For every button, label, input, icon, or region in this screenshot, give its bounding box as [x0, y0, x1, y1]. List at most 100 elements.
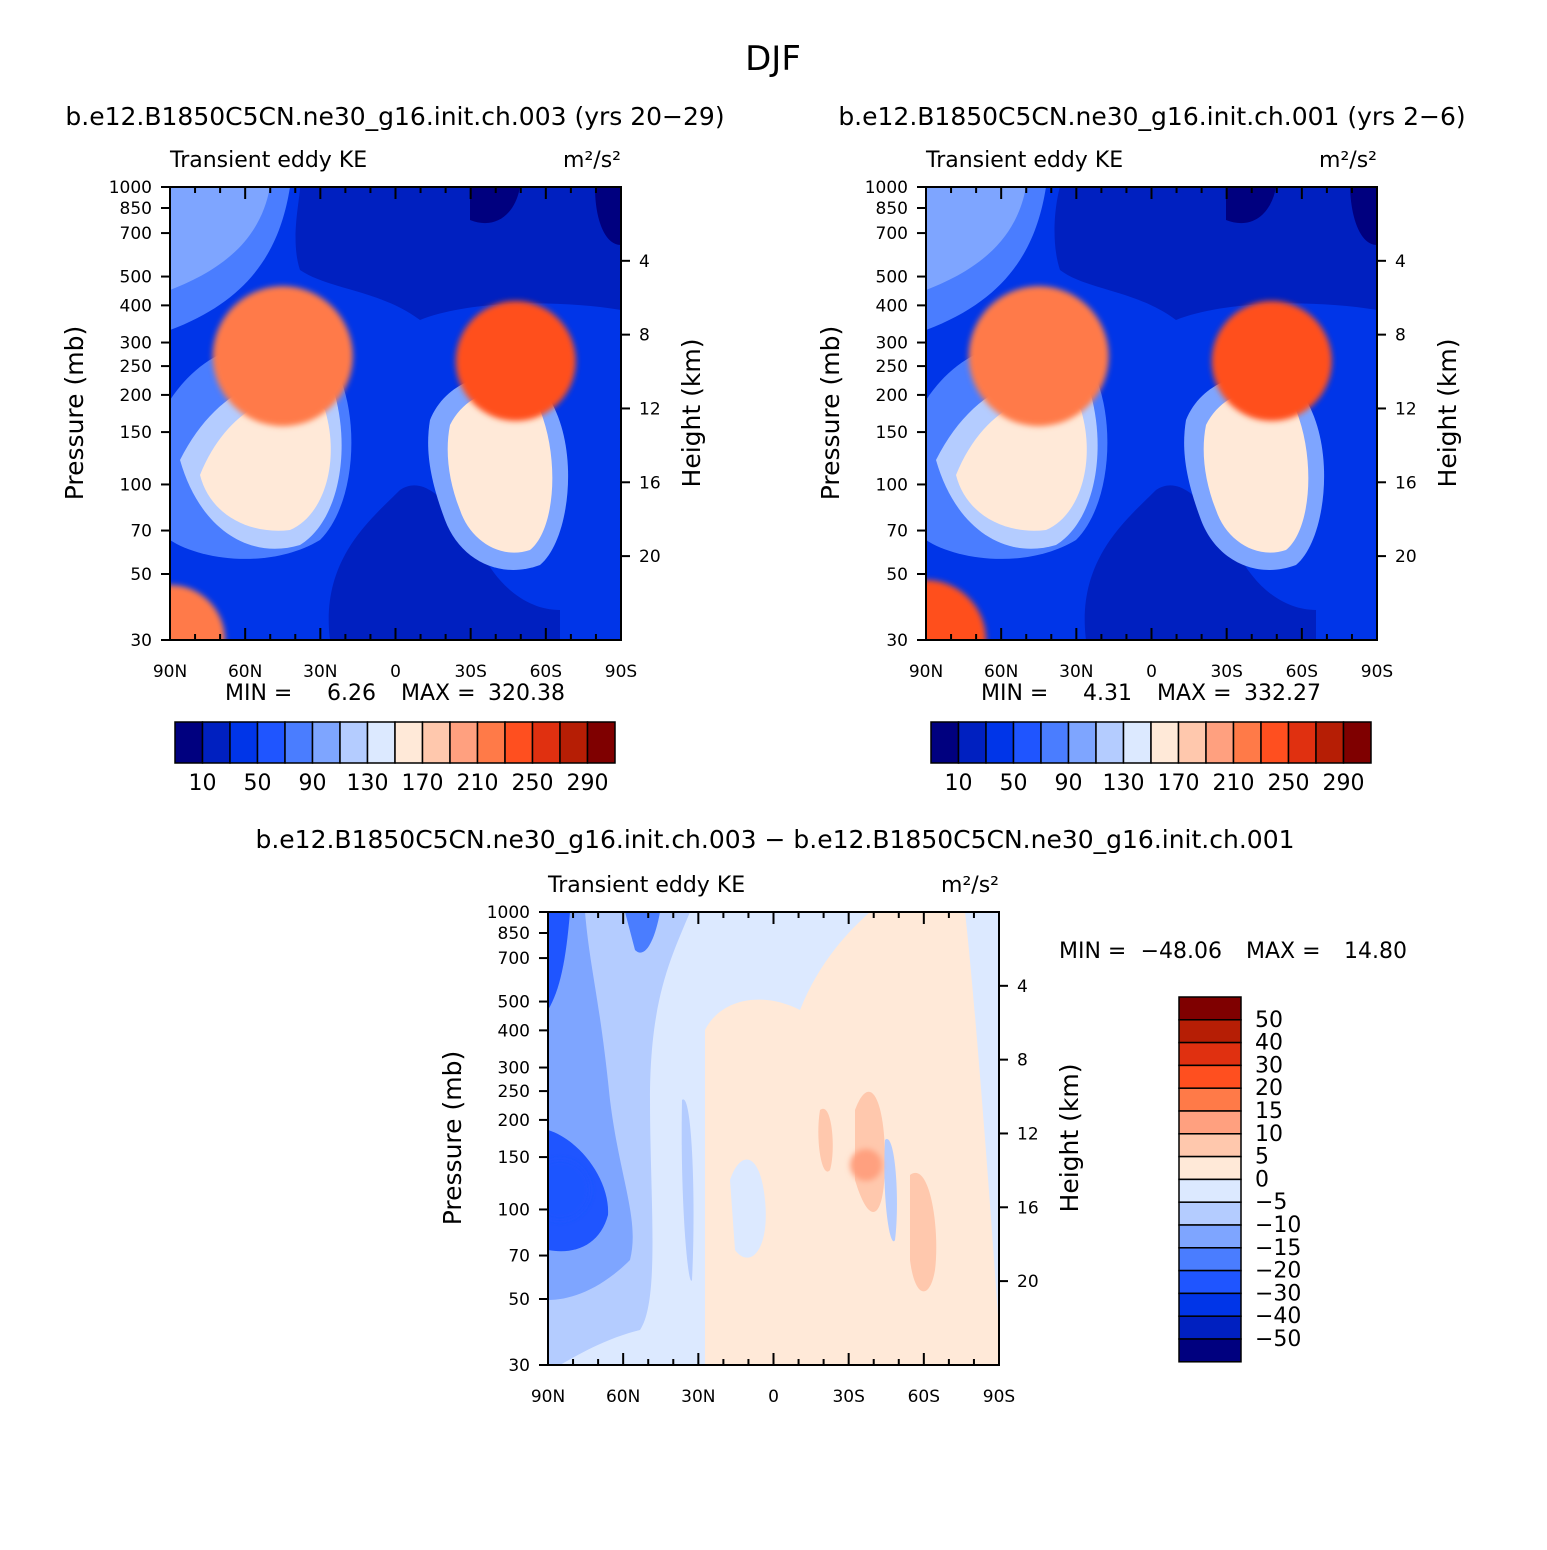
colorbar-swatch	[1178, 1110, 1242, 1135]
diff-min-core	[548, 1160, 590, 1220]
polar-max-core	[926, 580, 986, 640]
pressure-tick-label: 70	[508, 1247, 530, 1267]
colorbar-swatch	[1178, 1269, 1242, 1295]
pressure-tick-label: 100	[876, 475, 908, 495]
colorbar-swatch	[1205, 721, 1235, 764]
height-tick-label: 20	[1395, 547, 1417, 567]
contour-field	[170, 187, 621, 640]
colorbar-label: 210	[457, 771, 499, 796]
lat-tick-label: 90N	[153, 662, 187, 682]
figure-title: DJF	[745, 39, 801, 79]
panel-title: b.e12.B1850C5CN.ne30_g16.init.ch.003 − b…	[255, 825, 1294, 854]
band-negative-island	[730, 1159, 766, 1258]
colorbar-swatch	[1122, 721, 1152, 764]
pressure-tick-label: 250	[498, 1082, 530, 1102]
colorbar-label: 50	[1000, 771, 1028, 796]
height-axis: 4 8 12 16 20	[1377, 252, 1417, 567]
band-strat-dark	[1054, 187, 1377, 320]
pressure-tick-label: 850	[120, 199, 152, 219]
colorbar-swatch	[1178, 1064, 1242, 1089]
colorbar-label: 290	[1323, 771, 1365, 796]
colorbar-swatch	[1260, 721, 1290, 764]
pressure-tick-label: 200	[498, 1111, 530, 1131]
band-tropics-low	[328, 485, 560, 640]
colorbar-label: 0	[1255, 1167, 1269, 1192]
panel-ch003: b.e12.B1850C5CN.ne30_g16.init.ch.003 (yr…	[60, 102, 725, 796]
pos-blob-2	[910, 1172, 937, 1292]
pressure-tick-label: 150	[498, 1148, 530, 1168]
height-axis-label: Height (km)	[1055, 1064, 1084, 1213]
panel-subtitle-left: Transient eddy KE	[547, 873, 745, 898]
pressure-tick-label: 1000	[109, 178, 152, 198]
max-label: MAX =	[1157, 681, 1232, 706]
pressure-tick-label: 50	[130, 565, 152, 585]
jet-n-ring-3	[956, 396, 1087, 531]
band-strat-dark	[295, 187, 621, 320]
height-tick-label: 4	[1017, 977, 1028, 997]
pressure-tick-label: 50	[508, 1290, 530, 1310]
lat-tick-label: 0	[1146, 662, 1157, 682]
pressure-tick-label: 30	[508, 1356, 530, 1376]
pos-blob-3	[818, 1108, 833, 1172]
colorbar-label: 130	[347, 771, 389, 796]
max-label: MAX =	[1246, 939, 1321, 964]
pressure-tick-label: 70	[886, 522, 908, 542]
jet-s-ring-2	[1203, 390, 1309, 553]
colorbar-swatch	[476, 721, 506, 764]
pressure-tick-label: 400	[498, 1021, 530, 1041]
band-highlat-upper-2	[926, 187, 1026, 290]
max-value: 320.38	[488, 681, 565, 706]
colorbar-label: 50	[1255, 1008, 1283, 1033]
band-highlat-upper-2	[170, 187, 270, 290]
lat-tick-label: 30N	[681, 1387, 715, 1407]
lat-tick-label: 60S	[530, 662, 562, 682]
pressure-tick-label: 850	[876, 199, 908, 219]
colorbar: 10 50 90 130 170 210 250 290	[174, 721, 616, 796]
pressure-tick-label: 30	[130, 631, 152, 651]
pressure-tick-label: 850	[498, 924, 530, 944]
height-axis-label: Height (km)	[1433, 339, 1462, 488]
colorbar-swatch	[421, 721, 451, 764]
colorbar-label: 10	[945, 771, 973, 796]
jet-s-ring-2	[447, 390, 553, 553]
colorbar-swatch	[229, 721, 259, 764]
min-value: 6.26	[327, 681, 376, 706]
lat-tick-label: 60N	[606, 1387, 640, 1407]
pressure-tick-label: 500	[120, 268, 152, 288]
colorbar-swatch	[256, 721, 286, 764]
lat-tick-label: 30N	[303, 662, 337, 682]
lat-tick-label: 60N	[228, 662, 262, 682]
pressure-tick-label: 150	[876, 423, 908, 443]
colorbar-swatch	[1178, 1178, 1242, 1203]
colorbar-swatch	[559, 721, 589, 764]
colorbar-swatch	[504, 721, 534, 764]
band-tropics-low	[1084, 485, 1316, 640]
colorbar-label: 5	[1255, 1145, 1269, 1170]
panel-title: b.e12.B1850C5CN.ne30_g16.init.ch.001 (yr…	[838, 102, 1465, 131]
colorbar-swatch	[957, 721, 987, 764]
colorbar-label: 130	[1103, 771, 1145, 796]
band-strat-min-2	[1350, 187, 1377, 245]
lat-tick-label: 90S	[605, 662, 637, 682]
min-value: −48.06	[1141, 939, 1222, 964]
colorbar-swatch	[1178, 1019, 1242, 1044]
height-axis: 4 8 12 16 20	[999, 977, 1039, 1292]
panel-subtitle-left: Transient eddy KE	[925, 148, 1123, 173]
pressure-tick-label: 700	[120, 224, 152, 244]
pressure-axis-label: Pressure (mb)	[816, 326, 845, 500]
colorbar-label: −15	[1255, 1236, 1301, 1261]
pressure-axis-label: Pressure (mb)	[438, 1051, 467, 1225]
pressure-tick-label: 100	[498, 1200, 530, 1220]
height-tick-label: 12	[1017, 1124, 1039, 1144]
colorbar-swatch	[1232, 721, 1262, 764]
colorbar-label: 170	[402, 771, 444, 796]
colorbar-label: −30	[1255, 1281, 1301, 1306]
min-label: MIN =	[1059, 939, 1126, 964]
height-axis-label: Height (km)	[677, 339, 706, 488]
colorbar-swatch	[1178, 1224, 1242, 1249]
band-strat-min-1	[1226, 187, 1276, 224]
